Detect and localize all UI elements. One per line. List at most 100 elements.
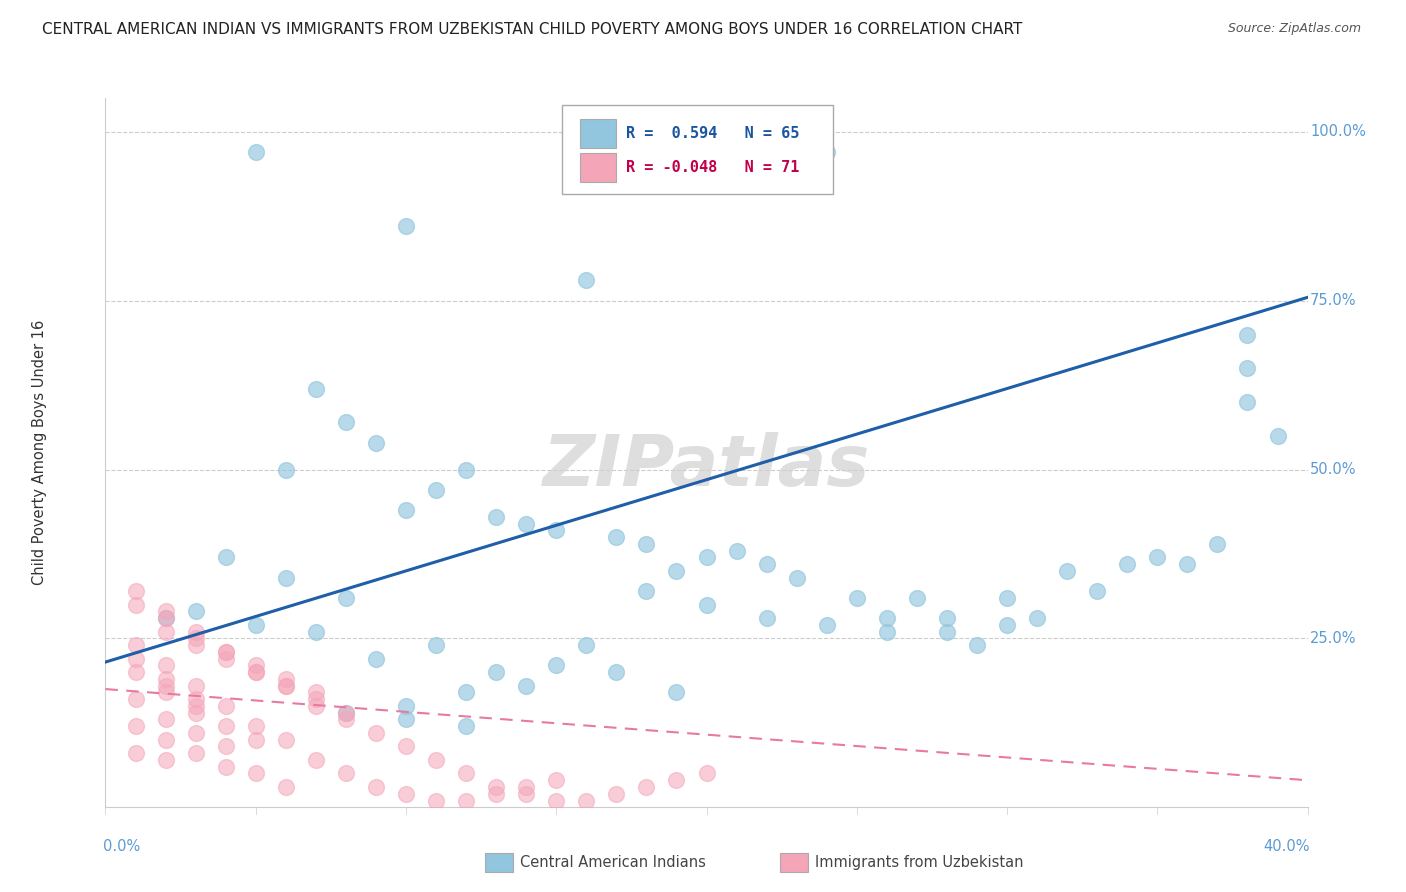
Point xyxy=(155,611,177,625)
Point xyxy=(305,382,328,396)
Point xyxy=(636,537,658,551)
Point xyxy=(454,462,477,476)
Point xyxy=(515,780,537,794)
Point xyxy=(1236,327,1258,342)
Point xyxy=(214,739,236,754)
Point xyxy=(124,692,146,706)
Point xyxy=(696,550,718,565)
Point xyxy=(725,543,748,558)
Point xyxy=(665,685,688,699)
Text: 50.0%: 50.0% xyxy=(1310,462,1357,477)
Point xyxy=(214,645,236,659)
Point xyxy=(485,787,508,801)
Point xyxy=(335,706,357,720)
Text: ZIPatlas: ZIPatlas xyxy=(543,433,870,501)
Point xyxy=(245,665,267,680)
Point xyxy=(214,651,236,665)
Text: Child Poverty Among Boys Under 16: Child Poverty Among Boys Under 16 xyxy=(32,320,46,585)
Point xyxy=(155,753,177,767)
Point xyxy=(575,273,598,287)
Point xyxy=(124,746,146,760)
Point xyxy=(335,713,357,727)
Point xyxy=(124,598,146,612)
Text: R = -0.048   N = 71: R = -0.048 N = 71 xyxy=(626,161,800,175)
Point xyxy=(124,584,146,599)
Point xyxy=(274,679,297,693)
Point xyxy=(665,773,688,788)
Point xyxy=(1267,429,1289,443)
Point xyxy=(335,766,357,780)
Point xyxy=(124,719,146,733)
Point xyxy=(425,638,447,652)
Point xyxy=(1116,557,1139,571)
Point xyxy=(575,793,598,807)
Bar xyxy=(581,120,616,148)
Point xyxy=(335,591,357,605)
Point xyxy=(485,780,508,794)
Point xyxy=(1026,611,1049,625)
Point xyxy=(755,611,778,625)
Point xyxy=(515,679,537,693)
Point xyxy=(605,665,627,680)
Point xyxy=(636,780,658,794)
Point xyxy=(1146,550,1168,565)
Point xyxy=(184,692,207,706)
Point xyxy=(184,698,207,713)
Point xyxy=(155,672,177,686)
Point xyxy=(214,698,236,713)
Point xyxy=(1056,564,1078,578)
Point xyxy=(274,571,297,585)
Point xyxy=(364,435,387,450)
Text: 100.0%: 100.0% xyxy=(1310,124,1365,139)
Point xyxy=(395,503,418,517)
Point xyxy=(395,698,418,713)
Point xyxy=(395,739,418,754)
Point xyxy=(305,753,328,767)
Point xyxy=(155,658,177,673)
Point xyxy=(335,415,357,429)
Point xyxy=(305,624,328,639)
Point xyxy=(815,618,838,632)
Text: 25.0%: 25.0% xyxy=(1310,631,1357,646)
Point xyxy=(395,219,418,234)
Bar xyxy=(581,153,616,182)
Point xyxy=(245,766,267,780)
Point xyxy=(636,584,658,599)
FancyBboxPatch shape xyxy=(562,105,832,194)
Text: 40.0%: 40.0% xyxy=(1264,839,1310,855)
Point xyxy=(575,638,598,652)
Point xyxy=(184,706,207,720)
Point xyxy=(454,719,477,733)
Point xyxy=(454,793,477,807)
Point xyxy=(995,618,1018,632)
Point xyxy=(124,638,146,652)
Text: 75.0%: 75.0% xyxy=(1310,293,1357,309)
Point xyxy=(364,651,387,665)
Point xyxy=(546,793,568,807)
Point xyxy=(245,145,267,160)
Point xyxy=(546,773,568,788)
Point xyxy=(335,706,357,720)
Point xyxy=(155,732,177,747)
Point xyxy=(936,611,959,625)
Point xyxy=(395,713,418,727)
Point xyxy=(274,672,297,686)
Point xyxy=(605,787,627,801)
Text: Central American Indians: Central American Indians xyxy=(520,855,706,870)
Point xyxy=(605,530,627,544)
Point xyxy=(1236,361,1258,376)
Point xyxy=(184,624,207,639)
Point xyxy=(876,624,898,639)
Point xyxy=(845,591,868,605)
Point xyxy=(274,780,297,794)
Point xyxy=(245,618,267,632)
Point xyxy=(815,145,838,160)
Point xyxy=(1085,584,1108,599)
Point xyxy=(425,483,447,497)
Point xyxy=(274,732,297,747)
Point xyxy=(485,509,508,524)
Point xyxy=(515,516,537,531)
Text: CENTRAL AMERICAN INDIAN VS IMMIGRANTS FROM UZBEKISTAN CHILD POVERTY AMONG BOYS U: CENTRAL AMERICAN INDIAN VS IMMIGRANTS FR… xyxy=(42,22,1022,37)
Point xyxy=(425,793,447,807)
Point xyxy=(515,787,537,801)
